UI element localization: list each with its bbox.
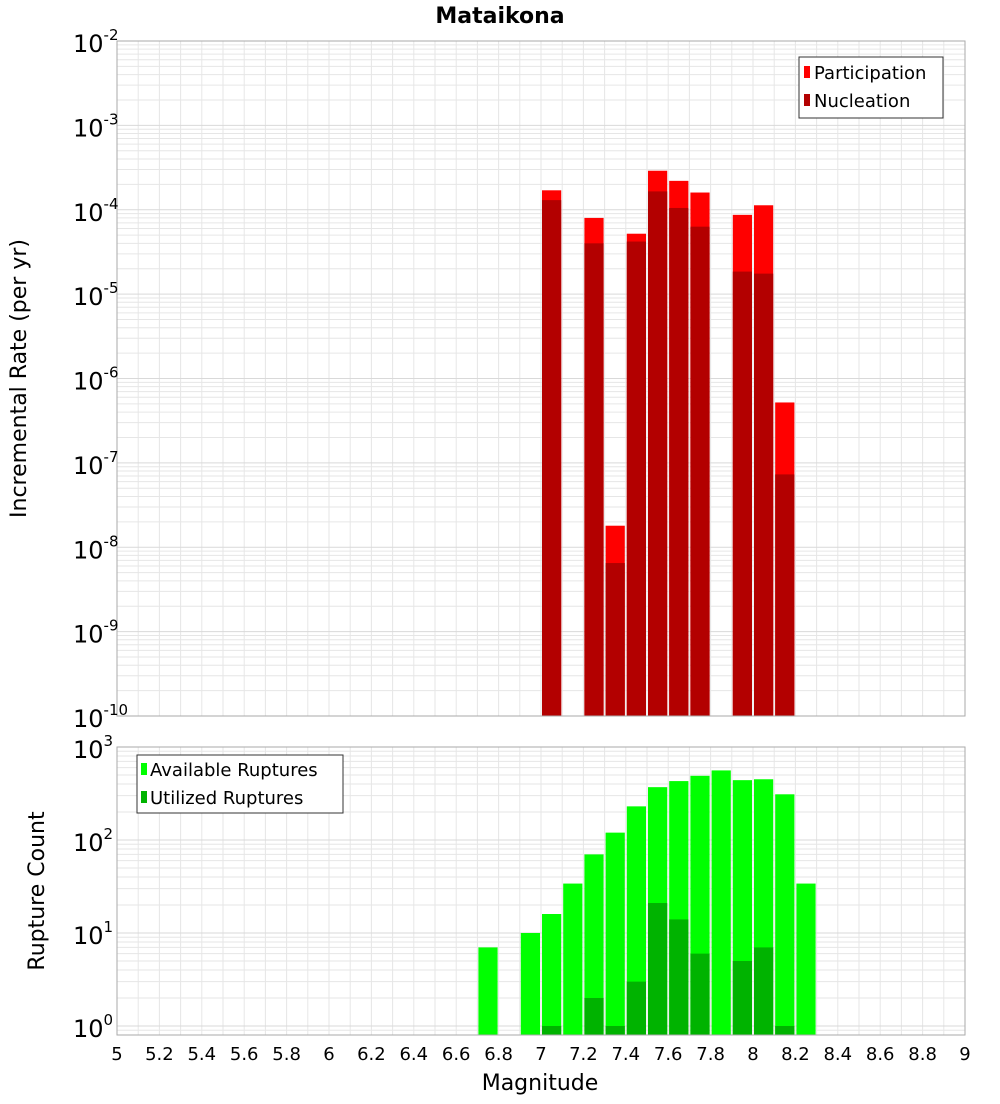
bar-available (478, 947, 498, 1035)
x-tick-label: 9 (959, 1044, 970, 1065)
x-tick-label: 7.8 (696, 1044, 725, 1065)
x-tick-label: 6.8 (484, 1044, 513, 1065)
legend-box (136, 754, 344, 814)
bar-available (520, 932, 540, 1035)
bar-utilized (542, 1025, 562, 1035)
x-tick-label: 7.6 (654, 1044, 683, 1065)
bar-available (775, 794, 795, 1035)
bar-nucleation (542, 200, 562, 716)
bar-utilized (690, 953, 710, 1035)
bar-utilized (648, 903, 668, 1035)
bar-utilized (605, 1025, 625, 1035)
y-tick-label: 10-4 (73, 195, 119, 227)
panel-top: 10-10 10-9 10-8 10-7 10-6 10-5 10-4 10-3 10-2 Inc… (7, 26, 966, 733)
x-tick-label: 7.2 (569, 1044, 598, 1065)
bar-available (584, 854, 604, 1035)
legend-label: Utilized Ruptures (150, 788, 303, 809)
x-tick-label: 7 (535, 1044, 546, 1065)
bar-utilized (669, 919, 689, 1035)
x-tick-label: 6.6 (442, 1044, 471, 1065)
bar-nucleation (732, 271, 752, 716)
y-tick-label: 10-9 (73, 617, 119, 649)
bar-available (563, 883, 583, 1035)
legend-swatch (141, 791, 147, 803)
plot-border (116, 746, 966, 1036)
bar-nucleation (690, 226, 710, 716)
x-tick-label: 8.4 (823, 1044, 852, 1065)
x-tick-label: 7.4 (611, 1044, 640, 1065)
y-tick-label: 10-5 (73, 279, 119, 311)
bar-utilized (626, 981, 646, 1035)
legend-swatch (804, 94, 810, 106)
bar-available (626, 806, 646, 1035)
bar-nucleation (754, 273, 774, 716)
x-tick-label: 5.4 (187, 1044, 216, 1065)
bar-utilized (775, 1025, 795, 1035)
bar-nucleation (584, 243, 604, 717)
bar-utilized (584, 997, 604, 1035)
y-axis-label: Incremental Rate (per yr) (7, 239, 32, 518)
x-tick-label: 8.2 (781, 1044, 810, 1065)
panel-bottom: 100 101 102 103 Rupture Count Available Ruptu… (25, 732, 966, 1043)
y-tick-label: 100 (73, 1011, 113, 1043)
bar-available (605, 832, 625, 1035)
bar-nucleation (648, 191, 668, 717)
x-tick-label: 6.4 (399, 1044, 428, 1065)
y-axis-label: Rupture Count (25, 811, 50, 971)
legend: Participation Nucleation (798, 56, 944, 119)
y-tick-label: 101 (73, 918, 113, 950)
x-tick-label: 6.2 (357, 1044, 386, 1065)
x-tick-label: 6 (323, 1044, 334, 1065)
bar-available (542, 914, 562, 1035)
y-tick-label: 103 (73, 732, 113, 764)
y-tick-label: 10-10 (73, 701, 128, 733)
x-tick-label: 8.8 (908, 1044, 937, 1065)
legend: Available Ruptures Utilized Ruptures (136, 754, 344, 814)
bar-utilized (754, 947, 774, 1035)
bar-nucleation (605, 563, 625, 716)
bar-nucleation (669, 207, 689, 716)
y-tick-label: 10-7 (73, 448, 119, 480)
x-tick-label: 5.2 (145, 1044, 174, 1065)
y-tick-label: 10-8 (73, 532, 119, 564)
legend-label: Available Ruptures (150, 760, 318, 781)
y-tick-label: 10-3 (73, 110, 119, 142)
bar-nucleation (626, 241, 646, 717)
legend-label: Nucleation (814, 91, 910, 112)
y-tick-label: 102 (73, 825, 113, 857)
bar-available (711, 770, 731, 1035)
bar-nucleation (775, 474, 795, 716)
x-tick-label: 5.8 (272, 1044, 301, 1065)
x-tick-label: 8 (747, 1044, 758, 1065)
legend-box (798, 56, 944, 119)
legend-swatch (804, 66, 810, 78)
y-tick-label: 10-6 (73, 364, 119, 396)
legend-swatch (141, 763, 147, 775)
x-axis-label: Magnitude (482, 1071, 599, 1096)
plot-border (116, 40, 966, 717)
bar-utilized (732, 960, 752, 1035)
x-tick-label: 8.6 (866, 1044, 895, 1065)
chart-title: Mataikona (435, 4, 564, 29)
x-tick-label: 5 (111, 1044, 122, 1065)
legend-label: Participation (814, 63, 926, 84)
bar-available (796, 883, 816, 1035)
y-tick-label: 10-2 (73, 26, 119, 58)
x-tick-label: 5.6 (230, 1044, 259, 1065)
